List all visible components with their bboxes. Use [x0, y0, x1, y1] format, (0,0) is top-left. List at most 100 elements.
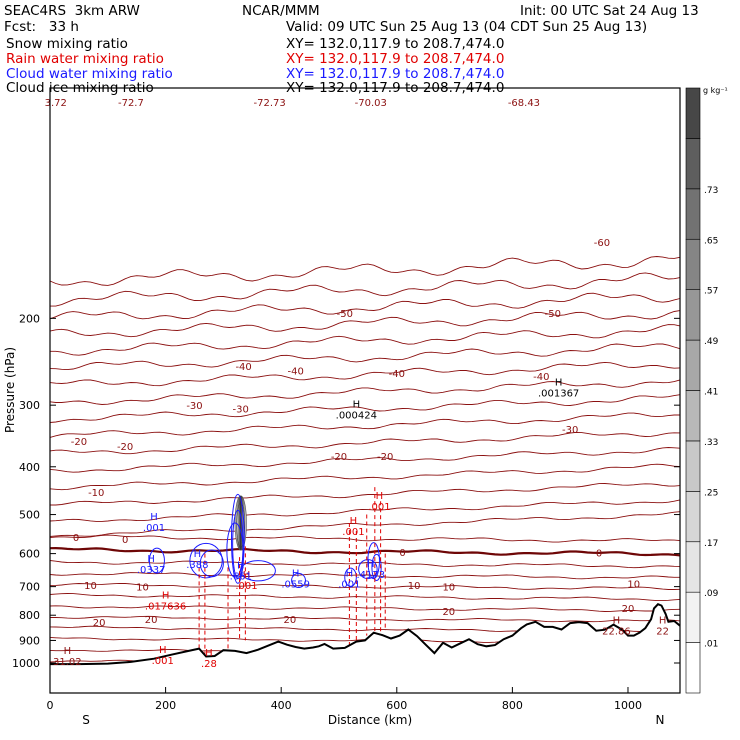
temperature-label: -30 [186, 401, 202, 412]
isotherm-line [49, 534, 681, 543]
y-tick-label: 200 [19, 312, 40, 325]
terrain-layer [50, 603, 681, 693]
model-title: SEAC4RS 3km ARW [4, 3, 140, 19]
y-tick-label: 500 [19, 509, 40, 522]
temperature-label: 20 [622, 604, 635, 615]
temperature-label: 0 [399, 548, 405, 559]
high-marker: H [159, 645, 167, 656]
extremum-value: .28 [201, 659, 217, 670]
temperature-label: 20 [145, 615, 158, 626]
temperature-label: -40 [533, 372, 549, 383]
isotherm-line [49, 343, 681, 371]
high-marker: H [292, 569, 300, 580]
isotherm-line [49, 605, 681, 612]
temperature-label: 10 [408, 581, 421, 592]
temperature-label: -60 [594, 238, 610, 249]
temperature-label: -72.7 [118, 98, 144, 109]
high-marker: H [150, 512, 158, 523]
colorbar-label: .25 [704, 488, 718, 498]
high-marker: H [659, 616, 667, 627]
south-label: S [82, 713, 90, 727]
field-label-rain: Rain water mixing ratio [6, 51, 164, 67]
extremum-value: .001 [342, 527, 364, 538]
colorbar-swatch [685, 138, 701, 190]
colorbar: .01 .09 .17 .25 .33 .41 .49 .57 .65 .73 [685, 87, 719, 694]
temperature-label: -20 [117, 442, 133, 453]
isotherm-line [49, 447, 681, 473]
cloud-water-contour [358, 559, 378, 580]
extremum-value: .001 [338, 580, 360, 591]
extremum-value: .0337 [137, 565, 166, 576]
x-tick-label: 400 [271, 699, 292, 712]
extremum-value: .4173 [356, 570, 385, 581]
colorbar-swatch [685, 87, 701, 139]
isotherm-line [49, 256, 681, 286]
temperature-label: -68.43 [508, 98, 540, 109]
isotherm-line [49, 463, 681, 491]
isotherm-line [49, 511, 681, 537]
y-axis-title: Pressure (hPa) [3, 347, 17, 433]
isotherm-line [49, 560, 681, 569]
x-tick-label: 800 [502, 699, 523, 712]
y-tick-label: 800 [19, 609, 40, 622]
isotherm-line [49, 292, 681, 320]
cloud-water-contour [371, 553, 382, 582]
temperature-label: 10 [627, 580, 640, 591]
isotherm-line [49, 572, 680, 580]
high-marker: H [64, 646, 72, 657]
cloud-water-contour [148, 547, 165, 574]
temperature-label: -20 [331, 452, 347, 463]
high-marker: H [613, 616, 621, 627]
extremum-value: 22.86 [602, 627, 631, 638]
extremum-value: .017636 [145, 602, 186, 613]
valid-time: Valid: 09 UTC Sun 25 Aug 13 (04 CDT Sun … [286, 19, 648, 35]
field-xy-snow: XY= 132.0,117.9 to 208.7,474.0 [286, 36, 505, 52]
isotherm-line [49, 593, 681, 602]
zero-isotherm [49, 546, 681, 557]
temperature-label: 20 [442, 607, 455, 618]
terrain-fill [50, 604, 680, 693]
high-marker: H [367, 559, 375, 570]
org-label: NCAR/MMM [242, 3, 320, 19]
temperature-label: 20 [283, 615, 296, 626]
north-label: N [656, 713, 665, 727]
terrain-line [50, 603, 681, 666]
isotherm-line [49, 412, 680, 438]
colorbar-label: .41 [704, 388, 718, 398]
extremum-value: 31.02 [53, 657, 82, 668]
colorbar-swatch [685, 642, 701, 694]
temperature-label: 10 [84, 581, 97, 592]
cloud-water-contour [230, 493, 245, 584]
isotherm-line [50, 615, 681, 623]
y-tick-label: 900 [19, 634, 40, 647]
cloud-water-contour [226, 522, 244, 578]
colorbar-swatch [685, 188, 701, 240]
y-tick-label: 600 [19, 548, 40, 561]
colorbar-label: .65 [704, 236, 718, 246]
y-tick-label: 1000 [12, 657, 40, 670]
extremum-value: .001 [143, 523, 165, 534]
init-time: Init: 00 UTC Sat 24 Aug 13 [520, 3, 699, 19]
cloud-water-contour [240, 560, 276, 582]
extremum-value: 22 [656, 627, 669, 638]
colorbar-swatch [685, 541, 701, 593]
y-tick-label: 300 [19, 399, 40, 412]
field-xy-cloud-water: XY= 132.0,117.9 to 208.7,474.0 [286, 66, 505, 82]
temperature-label: -30 [233, 405, 249, 416]
temperature-label: 0 [73, 533, 79, 544]
colorbar-label: .33 [704, 438, 718, 448]
temperature-label: -72.73 [254, 98, 286, 109]
high-marker: H [205, 648, 213, 659]
temperature-label: -50 [337, 309, 353, 320]
isotherm-line [49, 394, 681, 423]
extremum-value: .001 [235, 581, 257, 592]
x-tick-label: 200 [155, 699, 176, 712]
colorbar-label: .17 [704, 539, 718, 549]
colorbar-swatch [685, 591, 701, 643]
high-marker: H [162, 591, 170, 602]
isotherm-line [50, 483, 681, 506]
cloud-water-contour [189, 542, 223, 579]
field-label-cloud-water: Cloud water mixing ratio [6, 66, 173, 82]
